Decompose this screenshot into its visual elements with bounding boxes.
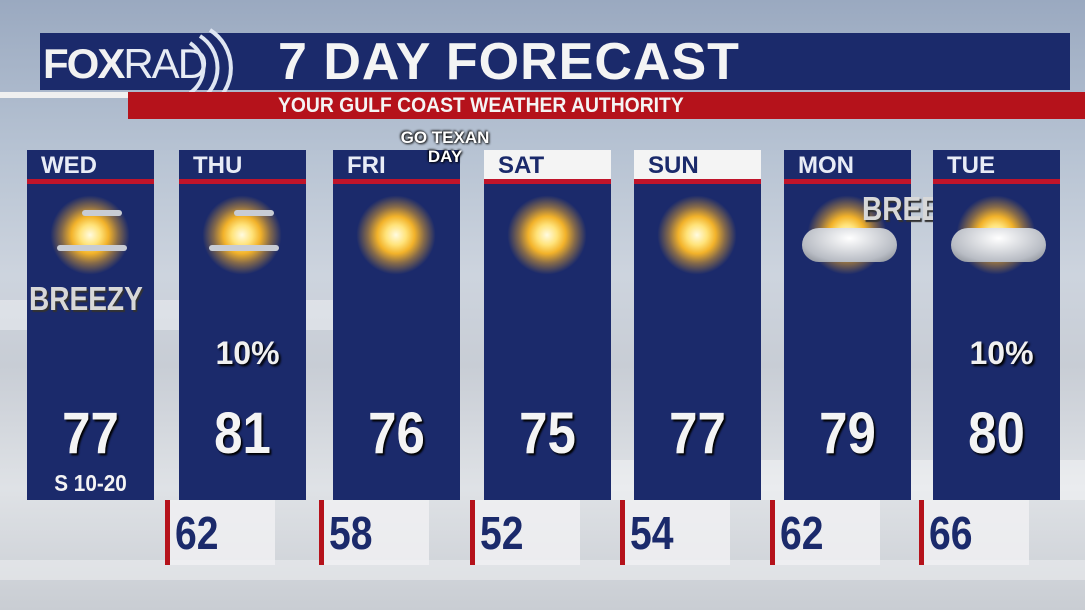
divider	[333, 179, 460, 184]
day-column-sun: SUN 77	[634, 150, 761, 500]
page-title: 7 DAY FORECAST	[278, 33, 740, 91]
day-column-mon: MON 79 BREEZY	[784, 150, 976, 500]
low-temp: 62	[175, 507, 219, 559]
divider	[634, 179, 761, 184]
cloud-icon	[82, 210, 122, 216]
day-column-tue: TUE 10% 80	[933, 150, 1060, 500]
foxrad-logo: FOXRAD	[43, 40, 208, 87]
low-temp: 54	[630, 507, 674, 559]
cloud-icon	[951, 228, 1046, 262]
sunny-icon	[507, 195, 587, 275]
day-column-thu: THU 10% 81	[179, 150, 306, 500]
cloud-icon	[209, 245, 279, 251]
divider	[933, 179, 1060, 184]
day-label: FRI	[347, 152, 386, 179]
low-temp: 52	[480, 507, 524, 559]
low-temp-box: 58	[319, 500, 429, 565]
low-temp-box: 66	[919, 500, 1029, 565]
breezy-tag: BREEZY	[29, 280, 143, 317]
high-temp: 77	[62, 401, 119, 466]
day-label: WED	[41, 152, 97, 179]
day-label: SAT	[484, 150, 611, 181]
cloud-icon	[57, 245, 127, 251]
subtitle-bar	[128, 92, 1085, 119]
divider	[27, 179, 154, 184]
go-texan-day-note: GO TEXAN DAY	[400, 128, 490, 166]
divider	[784, 179, 911, 184]
divider	[0, 92, 128, 98]
cloud-icon	[802, 228, 897, 262]
high-temp: 79	[819, 401, 876, 466]
divider	[484, 179, 611, 184]
day-label: TUE	[947, 152, 995, 179]
day-label: SUN	[634, 150, 761, 181]
day-column-wed: WED 77 S 10-20 BREEZY	[27, 150, 154, 500]
high-temp: 76	[368, 401, 425, 466]
high-temp: 80	[968, 401, 1025, 466]
low-temp: 58	[329, 507, 373, 559]
low-temp: 66	[929, 507, 973, 559]
day-label: MON	[798, 152, 854, 179]
divider	[179, 179, 306, 184]
subtitle: YOUR GULF COAST WEATHER AUTHORITY	[278, 94, 684, 117]
mostly-sunny-icon	[202, 195, 282, 275]
low-temp-box: 62	[165, 500, 275, 565]
cloud-icon	[234, 210, 274, 216]
day-column-sat: SAT 75	[484, 150, 611, 500]
low-temp-box: 62	[770, 500, 880, 565]
precip-chance: 10%	[215, 335, 280, 371]
high-temp: 81	[214, 401, 271, 466]
low-temp-box: 52	[470, 500, 580, 565]
low-temp-box: 54	[620, 500, 730, 565]
day-label: THU	[193, 152, 243, 179]
low-temp: 62	[780, 507, 824, 559]
header-bar	[40, 33, 1070, 90]
precip-chance: 10%	[969, 335, 1034, 371]
sunny-icon	[657, 195, 737, 275]
wind: S 10-20	[54, 470, 127, 496]
high-temp: 77	[669, 401, 726, 466]
day-column-fri: FRI 76	[333, 150, 460, 500]
mostly-sunny-icon	[50, 195, 130, 275]
high-temp: 75	[519, 401, 576, 466]
sunny-icon	[356, 195, 436, 275]
